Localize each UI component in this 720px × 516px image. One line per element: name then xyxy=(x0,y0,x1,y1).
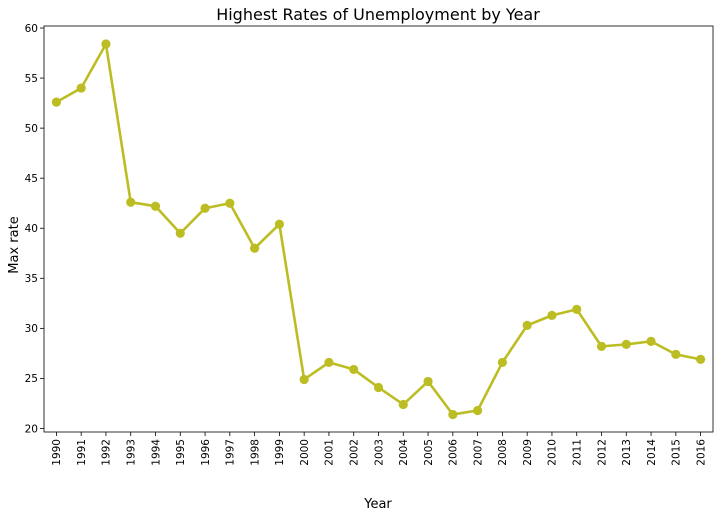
data-point xyxy=(497,357,507,368)
x-tick-label: 1998 xyxy=(249,439,261,466)
data-point xyxy=(572,304,582,314)
data-point xyxy=(200,203,210,213)
x-tick-label: 1993 xyxy=(126,439,138,466)
data-point xyxy=(150,201,161,211)
x-tick-label: 2004 xyxy=(398,439,410,466)
x-tick-label: 2005 xyxy=(423,439,435,466)
y-tick-label: 60 xyxy=(25,23,38,35)
x-tick-label: 2011 xyxy=(572,439,584,466)
y-axis: 20 25 30 35 40 45 50 55 60 xyxy=(25,23,44,435)
x-tick-label: 2010 xyxy=(547,439,559,466)
data-point xyxy=(473,405,483,416)
data-point xyxy=(621,339,631,349)
x-tick-label: 2012 xyxy=(596,439,608,466)
x-tick-label: 1990 xyxy=(51,439,63,466)
x-tick-label: 2009 xyxy=(522,439,534,466)
data-point xyxy=(76,83,86,93)
data-point xyxy=(126,197,136,207)
data-point xyxy=(398,399,408,410)
x-tick-label: 2002 xyxy=(349,439,361,466)
data-point xyxy=(423,376,433,387)
y-tick-label: 50 xyxy=(25,123,38,135)
x-tick-label: 2000 xyxy=(299,439,311,466)
data-point xyxy=(250,243,260,253)
data-point xyxy=(101,39,111,49)
y-tick-label: 30 xyxy=(25,323,38,335)
data-point xyxy=(373,382,384,393)
x-tick-label: 2015 xyxy=(671,439,683,466)
x-tick-label: 2016 xyxy=(695,439,707,466)
data-point xyxy=(522,320,532,330)
x-tick-label: 2013 xyxy=(621,439,633,466)
x-tick-label: 1991 xyxy=(76,439,88,466)
x-tick-label: 2003 xyxy=(373,439,385,466)
y-tick-label: 40 xyxy=(25,223,38,235)
x-tick-label: 1994 xyxy=(150,439,162,466)
data-point xyxy=(51,97,61,107)
y-tick-label: 55 xyxy=(25,73,38,85)
data-point xyxy=(448,409,458,420)
x-tick-label: 1999 xyxy=(274,439,286,466)
data-point xyxy=(547,310,557,320)
y-tick-label: 25 xyxy=(25,373,38,385)
x-tick-label: 2008 xyxy=(497,439,509,466)
series-line xyxy=(55,42,702,416)
y-axis-label: Max rate xyxy=(7,216,22,273)
x-tick-label: 2014 xyxy=(646,439,658,466)
data-point xyxy=(696,354,706,365)
data-point xyxy=(175,228,185,238)
data-point xyxy=(646,336,656,346)
y-tick-label: 45 xyxy=(25,173,38,185)
data-point xyxy=(225,198,235,208)
x-tick-label: 1992 xyxy=(101,439,113,466)
x-axis: 1990 1991 1992 1993 1994 1995 1996 1997 1998 1999… xyxy=(51,432,707,466)
chart-title: Highest Rates of Unemployment by Year xyxy=(216,5,540,24)
data-point xyxy=(274,219,284,229)
y-tick-label: 35 xyxy=(25,273,38,285)
data-point xyxy=(671,349,681,360)
data-point xyxy=(349,364,359,375)
y-tick-label: 20 xyxy=(25,423,38,435)
plot-frame xyxy=(43,25,714,433)
x-tick-label: 1995 xyxy=(175,439,187,466)
x-tick-label: 2001 xyxy=(324,439,336,466)
data-point xyxy=(596,341,607,351)
plot-area xyxy=(51,39,706,420)
x-tick-label: 2007 xyxy=(472,439,484,466)
data-point xyxy=(324,357,334,368)
data-point xyxy=(299,374,309,385)
x-tick-label: 1997 xyxy=(225,439,237,466)
x-axis-label: Year xyxy=(363,497,392,512)
x-tick-label: 2006 xyxy=(448,439,460,466)
x-tick-label: 1996 xyxy=(200,439,212,466)
